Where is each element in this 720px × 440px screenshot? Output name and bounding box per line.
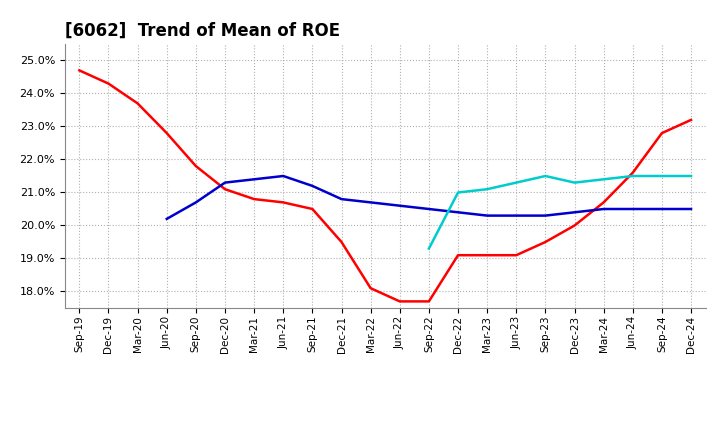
- 3 Years: [366, 286, 375, 291]
- 5 Years: [250, 176, 258, 182]
- 3 Years: [512, 253, 521, 258]
- 3 Years: [75, 68, 84, 73]
- 3 Years: [395, 299, 404, 304]
- 3 Years: [599, 200, 608, 205]
- 5 Years: [366, 200, 375, 205]
- 7 Years: [599, 176, 608, 182]
- 7 Years: [570, 180, 579, 185]
- 5 Years: [395, 203, 404, 208]
- 5 Years: [337, 196, 346, 202]
- 3 Years: [570, 223, 579, 228]
- 5 Years: [279, 173, 287, 179]
- 3 Years: [657, 130, 666, 136]
- 5 Years: [629, 206, 637, 212]
- Text: [6062]  Trend of Mean of ROE: [6062] Trend of Mean of ROE: [65, 22, 340, 40]
- Line: 3 Years: 3 Years: [79, 70, 691, 301]
- 7 Years: [687, 173, 696, 179]
- 3 Years: [163, 130, 171, 136]
- 5 Years: [425, 206, 433, 212]
- 3 Years: [541, 239, 550, 245]
- 5 Years: [220, 180, 229, 185]
- 3 Years: [687, 117, 696, 122]
- 3 Years: [220, 187, 229, 192]
- 7 Years: [629, 173, 637, 179]
- 5 Years: [454, 209, 462, 215]
- 3 Years: [308, 206, 317, 212]
- 5 Years: [512, 213, 521, 218]
- 3 Years: [425, 299, 433, 304]
- 5 Years: [657, 206, 666, 212]
- 5 Years: [599, 206, 608, 212]
- 7 Years: [512, 180, 521, 185]
- 5 Years: [192, 200, 200, 205]
- 7 Years: [657, 173, 666, 179]
- 3 Years: [192, 163, 200, 169]
- 3 Years: [337, 239, 346, 245]
- 7 Years: [454, 190, 462, 195]
- 5 Years: [163, 216, 171, 221]
- 5 Years: [541, 213, 550, 218]
- 5 Years: [570, 209, 579, 215]
- 3 Years: [629, 170, 637, 175]
- Line: 7 Years: 7 Years: [429, 176, 691, 249]
- Line: 5 Years: 5 Years: [167, 176, 691, 219]
- 3 Years: [104, 81, 113, 86]
- 3 Years: [133, 101, 142, 106]
- 7 Years: [483, 187, 492, 192]
- 3 Years: [250, 196, 258, 202]
- 5 Years: [687, 206, 696, 212]
- 3 Years: [279, 200, 287, 205]
- 3 Years: [454, 253, 462, 258]
- 5 Years: [483, 213, 492, 218]
- 3 Years: [483, 253, 492, 258]
- 7 Years: [541, 173, 550, 179]
- 5 Years: [308, 183, 317, 188]
- 7 Years: [425, 246, 433, 251]
